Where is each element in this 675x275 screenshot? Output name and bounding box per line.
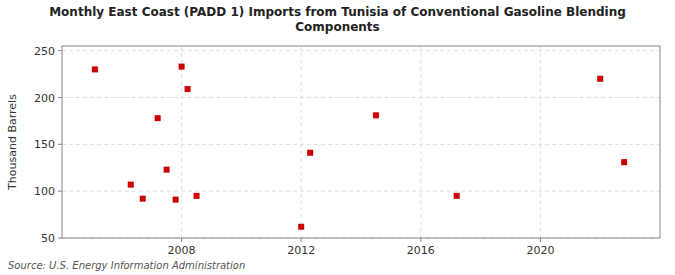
tick-label-y: 100	[34, 185, 55, 198]
grid-line-x	[540, 46, 541, 238]
plot-background	[62, 46, 660, 238]
grid-line-x	[420, 46, 421, 238]
grid-line-x	[181, 46, 182, 238]
point	[454, 193, 460, 199]
point	[155, 115, 161, 121]
plot-frame	[62, 46, 660, 238]
tick-label-y: 50	[41, 232, 55, 245]
point	[194, 193, 200, 199]
tick-x	[181, 238, 182, 242]
tick-label-x: 2020	[526, 244, 554, 257]
tick-y	[58, 191, 62, 192]
point	[140, 196, 146, 202]
grid-line-y	[62, 50, 660, 51]
grid-line-y	[62, 97, 660, 98]
grid-line-x	[301, 46, 302, 238]
point	[128, 182, 134, 188]
title-line: Monthly East Coast (PADD 1) Imports from…	[49, 5, 626, 19]
tick-x	[301, 238, 302, 242]
points	[92, 64, 627, 230]
tick-label-y: 200	[34, 92, 55, 105]
tick-label-x: 2012	[287, 244, 315, 257]
point	[92, 66, 98, 72]
tick-label-y: 250	[34, 45, 55, 58]
point	[179, 64, 185, 70]
source: Source: U.S. Energy Information Administ…	[8, 260, 245, 271]
tick-x	[540, 238, 541, 242]
point	[597, 76, 603, 82]
point	[373, 112, 379, 118]
tick-y	[58, 144, 62, 145]
point	[173, 197, 179, 203]
tick-y	[58, 97, 62, 98]
tick-y	[58, 50, 62, 51]
point	[298, 224, 304, 230]
point	[185, 86, 191, 92]
y-axis-label: Thousand Barrels	[6, 94, 19, 191]
grid-line-y	[62, 191, 660, 192]
chart: 50 100 150 200 250 2008 2012 2016 2020 Thousand B…	[0, 0, 675, 275]
point	[164, 167, 170, 173]
point	[307, 150, 313, 156]
tick-y	[58, 238, 62, 239]
tick-label-y: 150	[34, 138, 55, 151]
grid-line-y	[62, 144, 660, 145]
title: Monthly East Coast (PADD 1) Imports from…	[49, 5, 626, 34]
tick-x	[420, 238, 421, 242]
point	[621, 159, 627, 165]
tick-label-x: 2008	[168, 244, 196, 257]
title-line: Components	[295, 20, 380, 34]
tick-label-x: 2016	[407, 244, 435, 257]
